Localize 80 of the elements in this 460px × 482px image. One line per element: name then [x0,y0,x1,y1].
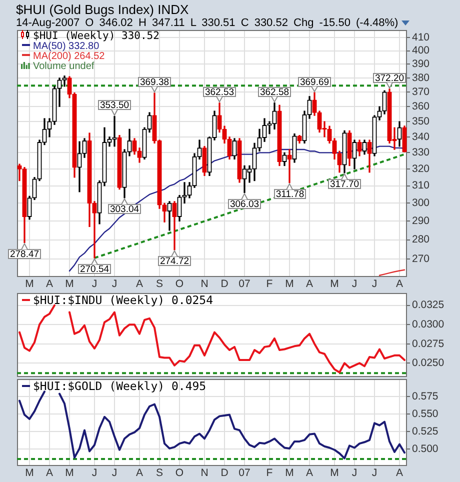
y-tick-label: 0.525 [412,426,438,438]
annotation: 369.38 [140,77,170,88]
x-tick-label: M [285,278,294,290]
x-tick-label: A [396,467,404,480]
x-tick-label: N [200,467,208,480]
annotation: 278.47 [10,249,40,260]
annotation: 270.54 [80,264,110,276]
x-tick-label: A [306,278,314,290]
x-tick-label: N [200,278,208,290]
x-tick-label: M [25,467,34,480]
annotation: 372.20 [374,73,404,84]
y-tick-label: 0.550 [412,408,438,420]
legend-label: MA(200) 264.52 [33,51,106,62]
x-tick-label: A [46,467,54,480]
y-tick-label: 390 [412,58,430,70]
annotation: 311.78 [276,189,304,200]
y-tick-label: 320 [412,162,430,175]
legend-label: $HUI:$GOLD (Weekly) 0.495 [33,379,206,393]
y-tick-label: 0.0275 [412,338,444,350]
x-tick-label: J [92,278,98,290]
x-tick-label: A [136,278,144,290]
annotation: 317.70 [330,179,360,190]
x-tick-label: J [92,467,98,480]
annotation: 362.53 [204,87,234,98]
x-tick-label: S [156,467,164,480]
x-tick-label: M [330,467,339,480]
legend-label: $HUI:$INDU (Weekly) 0.0254 [33,293,214,307]
x-tick-label: F [266,278,273,290]
y-tick-label: 380 [412,72,430,84]
x-tick-label: A [46,278,54,290]
annotation: 303.04 [110,204,140,216]
x-tick-label: A [396,278,404,290]
annotation: 274.72 [160,256,190,268]
y-tick-label: 400 [412,44,430,57]
y-tick-label: 330 [412,146,430,159]
x-tick-label: O [175,467,184,480]
x-tick-label: A [136,467,144,480]
x-tick-label: M [285,467,294,480]
y-tick-label: 270 [412,252,430,265]
y-tick-label: 0.0325 [412,299,444,312]
x-tick-label: A [306,467,314,480]
annotation: Volume undef [33,61,94,72]
x-tick-label: M [65,278,74,290]
chart-subtitle: 14-Aug-2007 O 346.02 H 347.11 L 330.51 C 330.52 Chg -15.50 (-4.48%) [16,17,398,29]
x-tick-label: J [112,278,118,290]
y-tick-label: 360 [412,100,430,112]
y-tick-label: 0.575 [412,390,438,402]
chart-title: $HUI (Gold Bugs Index) INDX [16,2,189,17]
y-tick-label: 370 [412,86,430,98]
x-tick-label: M [25,278,34,290]
annotation: 306.03 [230,199,260,210]
annotation: 369.69 [300,77,330,88]
x-tick-label: F [266,467,273,480]
y-tick-label: 340 [412,130,430,143]
x-tick-label: J [372,278,378,290]
x-tick-label: 07 [238,467,250,480]
annotation: 362.58 [260,87,290,98]
annotation: 353.50 [100,100,130,112]
y-tick-label: 0.500 [412,443,438,456]
y-tick-label: 410 [412,32,430,44]
y-tick-label: 300 [412,197,430,210]
y-tick-label: 310 [412,180,430,192]
x-tick-label: J [112,467,118,480]
y-tick-label: 350 [412,115,430,128]
x-tick-label: O [175,278,184,290]
x-tick-label: J [372,467,378,480]
y-tick-label: 0.0300 [412,318,444,330]
y-tick-label: 0.0250 [412,357,444,370]
x-tick-label: M [65,467,74,480]
y-tick-label: 290 [412,215,430,228]
y-tick-label: 280 [412,234,430,246]
x-tick-label: S [156,278,164,290]
legend-label: MA(50) 332.80 [33,41,100,52]
x-tick-label: D [220,278,229,290]
legend-label: $HUI (Weekly) 330.52 [33,30,160,42]
x-tick-label: D [220,467,229,480]
x-tick-label: M [330,278,339,290]
x-tick-label: J [352,467,358,480]
x-tick-label: J [352,278,358,290]
x-tick-label: 07 [238,278,250,290]
